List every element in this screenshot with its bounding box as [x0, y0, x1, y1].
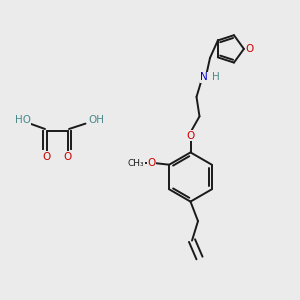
Text: CH₃: CH₃: [128, 159, 145, 168]
Text: O: O: [186, 131, 195, 141]
Text: O: O: [147, 158, 155, 168]
Text: H: H: [212, 72, 219, 82]
Text: N: N: [200, 72, 208, 82]
Text: O: O: [63, 152, 72, 162]
Text: HO: HO: [14, 115, 31, 125]
Text: OH: OH: [88, 115, 104, 125]
Text: O: O: [42, 152, 51, 162]
Text: O: O: [245, 44, 254, 54]
